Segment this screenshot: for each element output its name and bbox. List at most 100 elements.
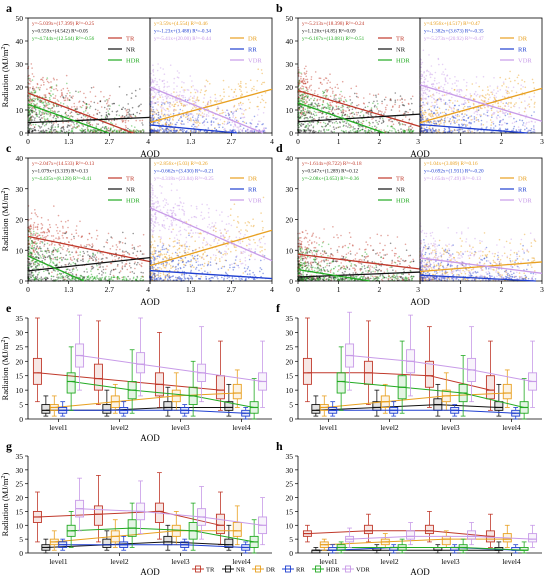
equation-TR: y=-2.047x+(14.533) R²=-0.13	[32, 160, 95, 167]
scatter-point-VDR	[169, 97, 171, 99]
scatter-point-NR	[28, 113, 31, 116]
scatter-point-HDR	[40, 279, 42, 281]
scatter-point-DR	[188, 248, 190, 250]
scatter-point-NR	[121, 250, 124, 252]
scatter-point-TR	[141, 262, 143, 265]
scatter-point-HDR	[135, 130, 137, 132]
scatter-point-TR	[351, 115, 354, 118]
scatter-point-DR	[488, 94, 491, 96]
scatter-point-TR	[75, 108, 77, 110]
scatter-point-HDR	[376, 121, 378, 124]
scatter-point-RR	[222, 126, 224, 129]
scatter-point-NR	[112, 268, 115, 271]
scatter-point-DR	[169, 113, 172, 116]
scatter-point-HDR	[325, 124, 328, 127]
scatter-point-TR	[355, 85, 358, 87]
scatter-point-DR	[235, 95, 238, 97]
scatter-point-TR	[340, 97, 342, 100]
scatter-point-TR	[130, 115, 132, 118]
scatter-point-VDR	[443, 73, 445, 76]
scatter-point-NR	[67, 124, 69, 126]
scatter-point-HDR	[42, 104, 45, 106]
scatter-point-HDR	[299, 117, 302, 119]
scatter-point-DR	[261, 72, 264, 75]
x-tick-label: 0	[26, 137, 30, 146]
scatter-point-VDR	[496, 85, 499, 88]
scatter-point-DR	[248, 107, 251, 109]
scatter-point-TR	[71, 106, 73, 108]
scatter-point-VDR	[442, 89, 445, 91]
scatter-point-VDR	[420, 93, 423, 96]
scatter-point-NR	[28, 128, 31, 130]
scatter-point-VDR	[493, 111, 495, 114]
scatter-point-DR	[212, 114, 214, 116]
scatter-point-DR	[465, 89, 468, 91]
scatter-point-VDR	[154, 95, 157, 97]
scatter-point-NR	[400, 128, 402, 130]
scatter-point-VDR	[473, 93, 476, 95]
scatter-point-NR	[378, 120, 381, 123]
scatter-point-HDR	[72, 261, 75, 264]
scatter-point-VDR	[433, 94, 435, 97]
scatter-point-DR	[517, 74, 520, 76]
scatter-point-DR	[438, 123, 441, 126]
scatter-point-NR	[75, 267, 78, 269]
scatter-point-NR	[60, 127, 62, 130]
scatter-point-HDR	[64, 275, 67, 278]
scatter-point-RR	[235, 110, 237, 112]
scatter-point-HDR	[310, 102, 313, 104]
scatter-point-HDR	[41, 102, 43, 104]
scatter-point-NR	[383, 113, 385, 115]
scatter-point-TR	[392, 105, 394, 107]
scatter-point-HDR	[29, 244, 32, 246]
scatter-point-NR	[93, 128, 95, 131]
scatter-point-VDR	[232, 106, 235, 108]
scatter-point-VDR	[487, 109, 490, 112]
scatter-point-TR	[331, 87, 334, 90]
scatter-point-NR	[339, 126, 341, 128]
scatter-point-RR	[191, 131, 193, 133]
scatter-point-TR	[83, 92, 85, 95]
scatter-point-RR	[463, 130, 465, 133]
legend-label-VDR: VDR	[248, 58, 262, 65]
scatter-point-VDR	[442, 71, 445, 73]
scatter-point-HDR	[54, 264, 56, 267]
scatter-point-DR	[245, 82, 247, 85]
scatter-point-NR	[41, 131, 43, 133]
scatter-point-NR	[103, 127, 106, 130]
scatter-point-VDR	[237, 129, 240, 131]
scatter-point-TR	[29, 224, 32, 226]
scatter-point-DR	[436, 112, 438, 115]
scatter-point-HDR	[31, 241, 33, 243]
scatter-point-VDR	[461, 116, 464, 119]
scatter-point-TR	[379, 110, 382, 112]
scatter-point-TR	[32, 224, 35, 226]
scatter-point-HDR	[331, 106, 334, 108]
scatter-point-VDR	[241, 128, 244, 131]
scatter-point-NR	[55, 105, 58, 108]
scatter-point-HDR	[60, 276, 63, 278]
scatter-point-HDR	[53, 247, 56, 249]
scatter-point-HDR	[33, 91, 35, 94]
scatter-point-RR	[421, 130, 423, 133]
scatter-point-NR	[128, 108, 130, 111]
scatter-point-DR	[492, 104, 494, 106]
scatter-point-RR	[530, 114, 533, 117]
scatter-point-VDR	[182, 95, 185, 97]
scatter-point-NR	[110, 269, 113, 272]
scatter-point-NR	[335, 108, 338, 111]
scatter-point-VDR	[524, 117, 527, 119]
scatter-point-TR	[408, 126, 410, 128]
scatter-point-TR	[313, 92, 316, 95]
scatter-point-HDR	[32, 109, 34, 112]
scatter-point-RR	[461, 123, 463, 125]
scatter-point-TR	[53, 115, 55, 117]
scatter-point-HDR	[302, 109, 304, 111]
scatter-point-NR	[56, 115, 58, 117]
scatter-point-VDR	[163, 73, 166, 75]
scatter-point-DR	[223, 120, 226, 123]
scatter-point-VDR	[428, 54, 430, 56]
scatter-point-VDR	[493, 77, 495, 79]
scatter-point-DR	[160, 110, 163, 113]
scatter-point-DR	[260, 69, 263, 71]
